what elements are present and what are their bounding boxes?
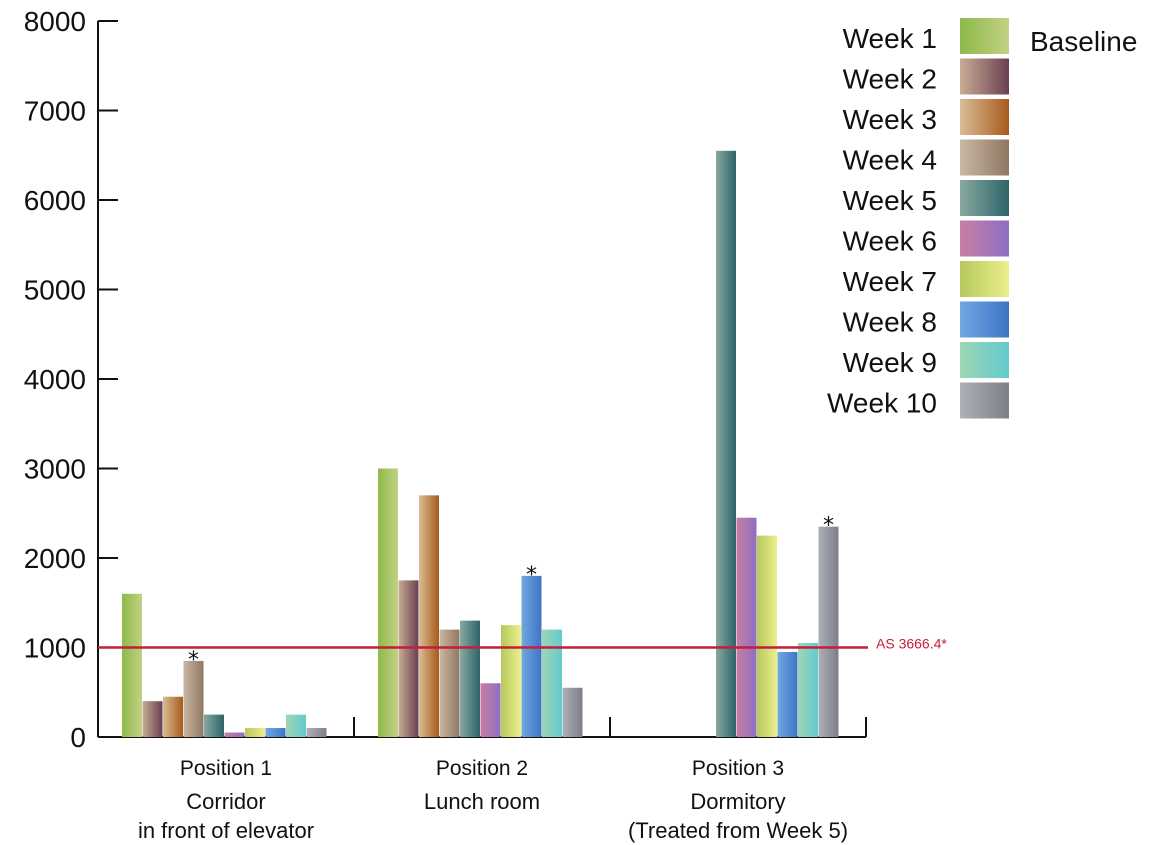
- bar-position-2-week-6: [480, 683, 501, 737]
- bar-position-2-week-8: [521, 575, 542, 737]
- y-tick-label: 1000: [24, 633, 86, 664]
- significance-marker: *: [526, 563, 537, 588]
- bar-position-1-week-9: [286, 714, 306, 737]
- bar-position-1-week-8: [265, 728, 286, 737]
- legend-swatch-week-4: [960, 139, 1009, 176]
- bar-position-1-week-10: [306, 728, 327, 737]
- legend-label-week-2: Week 2: [843, 64, 937, 95]
- legend: Week 1 Week 2 Week 3 Week 4 Week 5 Week 6 Week…: [827, 18, 1137, 419]
- category-title: Position 3: [692, 757, 784, 780]
- legend-swatch-week-7: [960, 261, 1009, 297]
- bar-position-2-baseline: [378, 468, 398, 737]
- category-subtitle: Corridor: [186, 789, 265, 814]
- bar-position-1-week-2: [142, 701, 163, 737]
- bar-position-2-week-5: [460, 620, 480, 737]
- bar-position-1-week-4: [183, 660, 204, 737]
- bar-position-3-week-5: [716, 150, 736, 737]
- bar-position-2-week-9: [542, 629, 562, 737]
- legend-label-week-1: Week 1: [843, 23, 937, 54]
- legend-label-week-3: Week 3: [843, 104, 937, 135]
- legend-swatch-week-8: [960, 301, 1009, 338]
- legend-swatch-week-6: [960, 220, 1009, 257]
- legend-label-week-4: Week 4: [843, 145, 937, 176]
- category-subtitle: (Treated from Week 5): [628, 818, 848, 843]
- bar-position-1-week-7: [245, 728, 265, 737]
- bar-position-1-baseline: [122, 593, 142, 737]
- legend-label-baseline: Baseline: [1030, 26, 1137, 57]
- y-tick-label: 0: [70, 722, 86, 753]
- y-tick-label: 8000: [24, 6, 86, 37]
- bar-position-1-week-6: [224, 732, 245, 737]
- legend-label-week-5: Week 5: [843, 185, 937, 216]
- bar-position-3-week-9: [798, 643, 818, 737]
- legend-swatch-week-10: [960, 382, 1009, 419]
- bar-position-3-week-7: [757, 535, 777, 737]
- bar-position-3-week-10: [818, 526, 839, 737]
- y-tick-label: 3000: [24, 454, 86, 485]
- reference-line-label: AS 3666.4*: [876, 636, 947, 652]
- legend-label-week-9: Week 9: [843, 347, 937, 378]
- category-subtitle: in front of elevator: [138, 818, 314, 843]
- y-tick-label: 4000: [24, 364, 86, 395]
- y-tick-label: 6000: [24, 185, 86, 216]
- legend-swatch-week-3: [960, 99, 1009, 135]
- y-tick-label: 5000: [24, 275, 86, 306]
- legend-swatch-week-1: [960, 18, 1009, 54]
- bar-position-1-week-3: [163, 696, 183, 737]
- category-title: Position 1: [180, 757, 272, 780]
- significance-marker: *: [823, 514, 834, 539]
- significance-marker: *: [188, 648, 199, 673]
- category-title: Position 2: [436, 757, 528, 780]
- bar-position-2-week-7: [501, 625, 521, 737]
- bar-position-2-week-3: [419, 495, 439, 737]
- axes: 0 1000 2000 3000 4000 5000 6000 7000 8000: [24, 6, 867, 753]
- legend-swatch-week-2: [960, 58, 1009, 95]
- category-labels: Position 1 Corridor in front of elevator Po…: [138, 757, 848, 843]
- bar-position-2-week-4: [439, 629, 460, 737]
- reference-line-group: AS 3666.4*: [98, 636, 947, 652]
- legend-label-week-6: Week 6: [843, 226, 937, 257]
- legend-label-week-10: Week 10: [827, 388, 937, 419]
- y-tick-label: 7000: [24, 96, 86, 127]
- legend-label-week-8: Week 8: [843, 307, 937, 338]
- category-subtitle: Lunch room: [424, 789, 540, 814]
- bars: [122, 150, 839, 737]
- legend-swatch-week-9: [960, 342, 1009, 378]
- bar-position-3-week-8: [777, 651, 798, 737]
- category-subtitle: Dormitory: [690, 789, 785, 814]
- bar-position-2-week-2: [398, 580, 419, 737]
- legend-swatch-week-5: [960, 180, 1009, 216]
- annotations: * * *: [188, 514, 834, 673]
- bar-position-2-week-10: [562, 687, 583, 737]
- bar-position-3-week-6: [736, 517, 757, 737]
- bar-position-1-week-5: [204, 714, 224, 737]
- y-tick-label: 2000: [24, 543, 86, 574]
- legend-label-week-7: Week 7: [843, 266, 937, 297]
